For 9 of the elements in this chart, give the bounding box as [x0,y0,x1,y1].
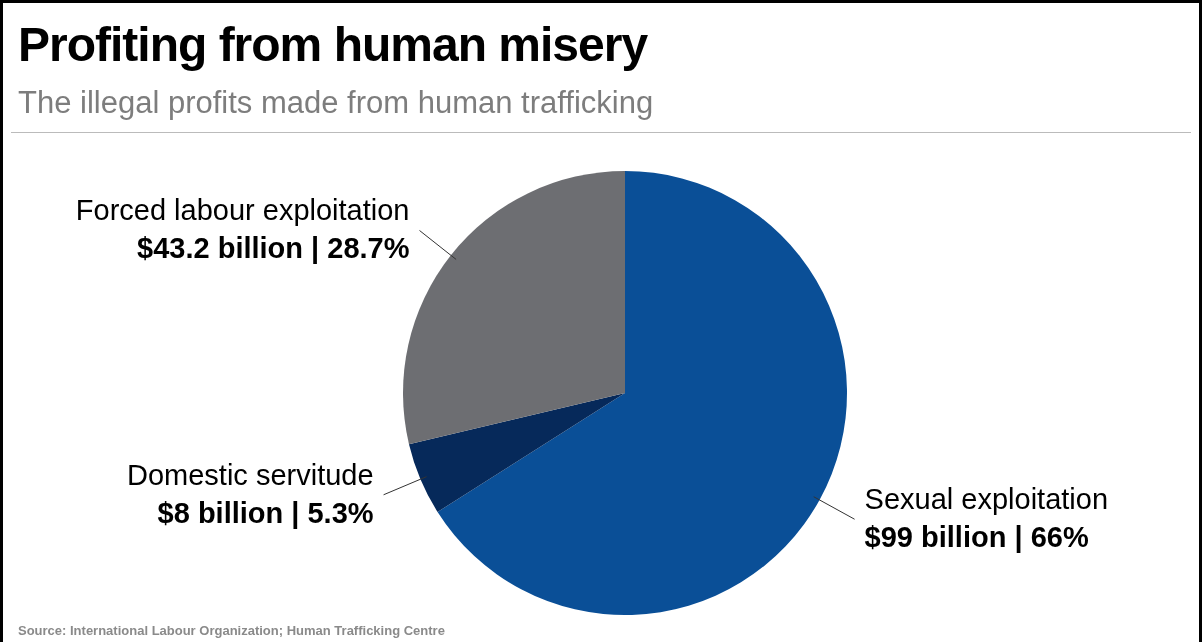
data-label: $99 billion | 66% [864,521,1089,554]
data-label: $43.2 billion | 28.7% [137,232,410,265]
chart-subtitle: The illegal profits made from human trafficking [18,85,654,121]
slice-label: Forced labour exploitation [75,194,410,227]
source-note: Source: International Labour Organization; Human Trafficking Centre [18,623,445,638]
slice-label: Domestic servitude [126,458,374,491]
slice-label: Sexual exploitation [864,483,1109,516]
data-label: $8 billion | 5.3% [157,496,374,529]
chart-title: Profiting from human misery [18,17,648,72]
